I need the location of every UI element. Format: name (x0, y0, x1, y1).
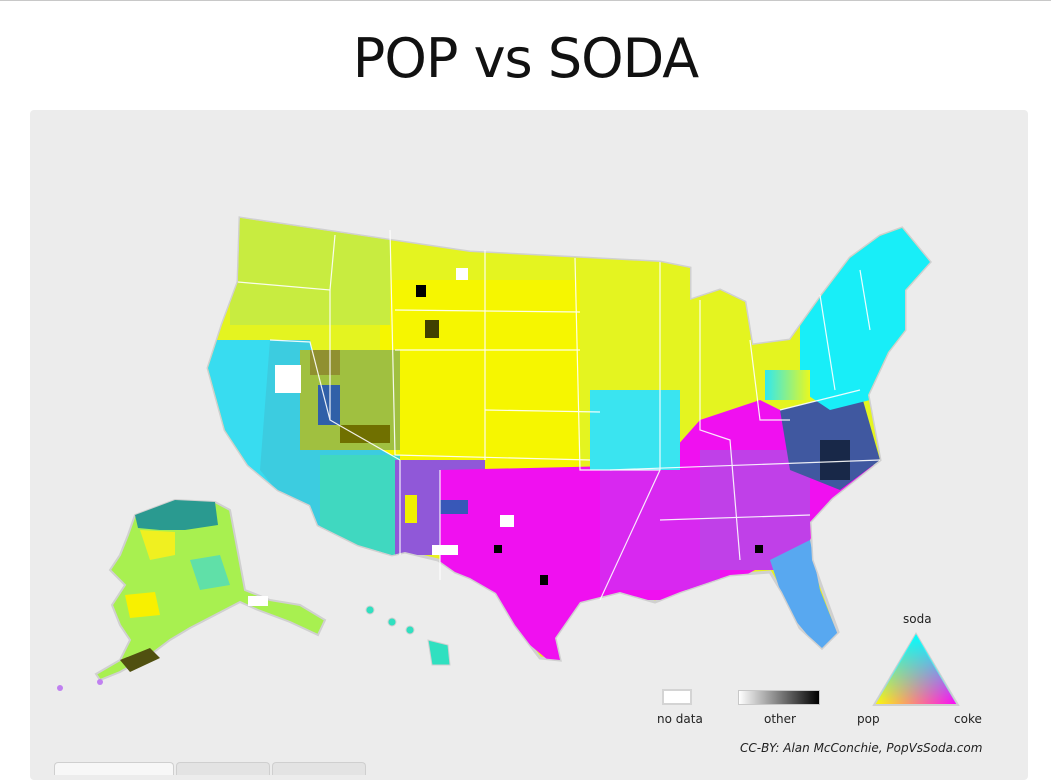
other-county (425, 320, 439, 338)
mixed-county (318, 385, 340, 425)
region-florida-soda (770, 540, 840, 650)
legend-nodata-swatch (662, 689, 692, 705)
hawaii-island (387, 617, 397, 627)
region-arizona-soda (320, 455, 400, 555)
page-title: POP vs SODA (352, 27, 699, 90)
lower-48-states[interactable] (200, 200, 935, 670)
other-county (310, 350, 340, 375)
other-county (416, 285, 426, 297)
legend-soda-label: soda (903, 612, 932, 626)
hawaii-big-island (427, 639, 451, 666)
tab-2[interactable] (176, 762, 270, 775)
tab-1[interactable] (54, 762, 174, 775)
nodata-county (275, 365, 301, 393)
aleutian-island (97, 679, 103, 685)
other-county (340, 425, 390, 443)
region-northwest-pop (230, 218, 390, 325)
ternary-legend (872, 632, 960, 706)
other-county (755, 545, 763, 553)
top-rule (0, 0, 1051, 1)
alaska-region (125, 592, 160, 618)
nodata-county (248, 596, 268, 606)
other-county (494, 545, 502, 553)
nodata-county (456, 268, 468, 280)
nodata-county (500, 515, 514, 527)
other-county (540, 575, 548, 585)
alaska-peninsula (120, 648, 160, 672)
legend-coke-label: coke (954, 712, 982, 726)
alaska[interactable] (57, 498, 327, 691)
nodata-county (432, 545, 458, 555)
ternary-triangle-overlay (874, 634, 958, 705)
legend-other-swatch (738, 690, 820, 705)
alaska-north-slope (135, 500, 218, 530)
hawaii-island (365, 605, 375, 615)
hawaii-island (405, 625, 415, 635)
other-county (820, 440, 850, 480)
mixed-county (440, 500, 468, 514)
alaska-outline (94, 498, 327, 682)
state-borders (237, 229, 881, 601)
legend-nodata-label: no data (657, 712, 703, 726)
mixed-county (405, 495, 417, 523)
hawaii[interactable] (365, 605, 451, 666)
aleutian-island (57, 685, 63, 691)
legend-other-label: other (764, 712, 796, 726)
alaska-region (140, 530, 175, 560)
map-credit: CC-BY: Alan McConchie, PopVsSoda.com (740, 741, 983, 755)
region-ohio-transition (765, 370, 810, 400)
region-plains-pop (380, 280, 580, 470)
region-stlouis-soda (590, 390, 680, 470)
legend-pop-label: pop (857, 712, 880, 726)
tab-3[interactable] (272, 762, 366, 775)
alaska-region (190, 555, 230, 590)
